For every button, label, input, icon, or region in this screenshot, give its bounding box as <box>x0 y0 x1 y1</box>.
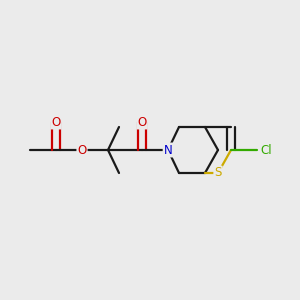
Text: N: N <box>164 143 172 157</box>
Text: Cl: Cl <box>260 143 272 157</box>
Text: O: O <box>77 143 87 157</box>
Text: O: O <box>51 116 61 128</box>
Text: O: O <box>137 116 147 128</box>
Text: S: S <box>214 167 222 179</box>
